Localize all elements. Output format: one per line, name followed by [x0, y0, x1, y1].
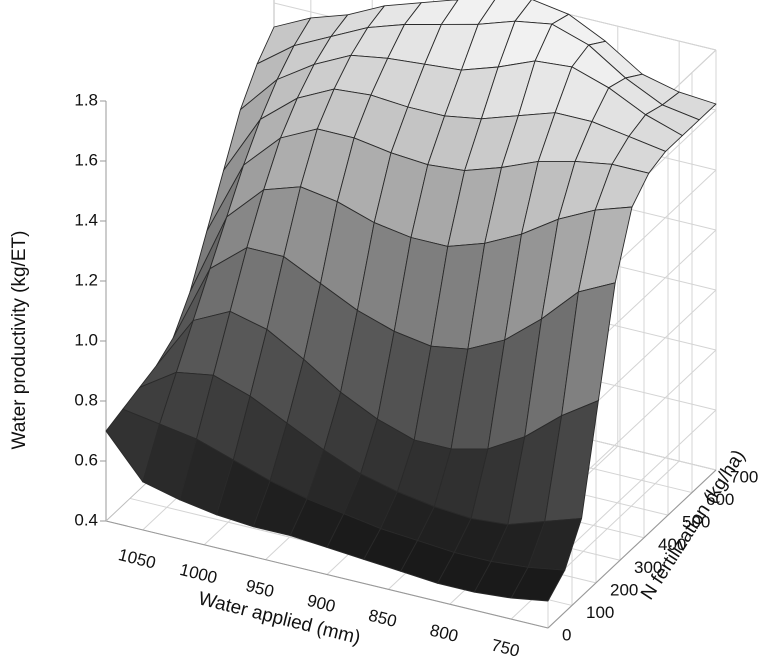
y-axis-line [547, 469, 717, 629]
y-tick-label: 600 [706, 490, 734, 509]
y-axis-title: N fertilization (kg/ha) [637, 446, 750, 604]
y-tick-label: 400 [658, 535, 686, 554]
x-tick-label: 950 [244, 576, 276, 601]
z-tick-label: 1.6 [74, 150, 98, 169]
y-tick-label: 300 [634, 558, 662, 577]
z-tick-label: 0.4 [74, 510, 98, 529]
z-tick-label: 0.8 [74, 390, 98, 409]
z-tick-label: 1.8 [74, 90, 98, 109]
x-tick-label: 900 [305, 591, 337, 616]
x-axis-title: Water applied (mm) [196, 588, 362, 649]
y-tick-label: 500 [682, 513, 710, 532]
z-tick-label: 1.4 [74, 210, 98, 229]
z-tick-label: 1.2 [74, 270, 98, 289]
surface-layer [105, 0, 717, 602]
x-tick-label: 1000 [178, 560, 219, 588]
x-tick-label: 750 [489, 635, 521, 660]
x-tick-label: 800 [428, 621, 460, 646]
y-tick-label: 700 [730, 467, 758, 486]
x-tick-label: 1050 [116, 545, 157, 573]
z-tick-label: 1.0 [74, 330, 98, 349]
surface-patch [510, 566, 566, 602]
y-tick-label: 200 [610, 580, 638, 599]
z-tick-label: 0.6 [74, 450, 98, 469]
z-axis-title: Water productivity (kg/ET) [9, 231, 30, 450]
tick-layer: 0.40.60.81.01.21.41.61.81050100095090085… [74, 90, 758, 660]
z-gridline [507, 0, 717, 51]
y-tick-label: 0 [562, 625, 571, 644]
z-gridline [547, 409, 717, 569]
x-tick-label: 850 [367, 606, 399, 631]
x-axis-line [105, 520, 549, 629]
y-tick-label: 100 [586, 603, 614, 622]
